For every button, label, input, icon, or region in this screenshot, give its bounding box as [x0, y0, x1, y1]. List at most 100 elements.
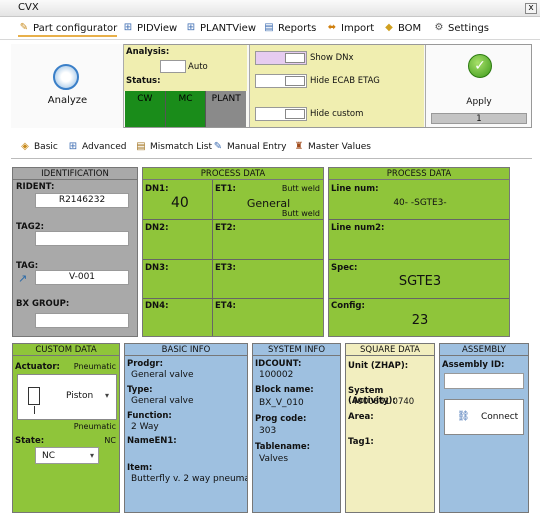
- menu-label: PIDView: [137, 22, 178, 34]
- bx-group-field[interactable]: [35, 313, 129, 328]
- line-num-label: Line num:: [331, 184, 379, 194]
- tag-label: TAG:: [16, 261, 39, 271]
- state-value: NC: [42, 451, 56, 461]
- process-data-panel-1: PROCESS DATA DN1: 40 ET1: Butt weld Gene…: [142, 167, 324, 337]
- prog-code-value[interactable]: 303: [259, 426, 277, 436]
- config-value[interactable]: 23: [411, 313, 429, 328]
- analysis-section: Analysis: Auto Status:: [124, 45, 247, 91]
- show-dnx-label: Show DNx: [310, 53, 354, 63]
- menu-label: Reports: [278, 22, 317, 34]
- spec-value[interactable]: SGTE3: [398, 274, 442, 289]
- type-value[interactable]: General valve: [131, 396, 194, 406]
- et4-label: ET4:: [215, 301, 236, 311]
- rident-label: RIDENT:: [16, 182, 55, 192]
- tag2-label: TAG2:: [16, 222, 45, 232]
- status-cw: CW: [125, 91, 166, 127]
- custom-data-panel: CUSTOM DATA Actuator: Pneumatic Piston ▾…: [12, 343, 120, 513]
- menu-plantview[interactable]: ⊞ PLANTView: [185, 22, 256, 34]
- list-icon: ▤: [136, 141, 146, 152]
- et1-top-value: Butt weld: [281, 184, 320, 193]
- block-name-label: Block name:: [255, 385, 314, 395]
- process-data-header: PROCESS DATA: [329, 168, 509, 180]
- prodgr-value[interactable]: General valve: [131, 370, 194, 380]
- state-label: State:: [15, 436, 45, 446]
- idcount-value[interactable]: 100002: [259, 370, 294, 380]
- tab-label: Master Values: [308, 142, 371, 152]
- tab-manual-entry[interactable]: ✎ Manual Entry: [212, 141, 287, 153]
- dn1-value[interactable]: 40: [171, 195, 189, 211]
- area-label: Area:: [348, 412, 374, 422]
- identification-panel: IDENTIFICATION RIDENT: R2146232 TAG2: TA…: [12, 167, 138, 337]
- hide-ecab-label: Hide ECAB ETAG: [310, 76, 380, 86]
- analyze-label: Analyze: [47, 95, 88, 106]
- assembly-panel: ASSEMBLY Assembly ID: ⛓ Connect: [439, 343, 529, 513]
- actuator-selector[interactable]: Piston ▾: [17, 374, 117, 420]
- status-plant: PLANT: [206, 91, 247, 127]
- assembly-id-label: Assembly ID:: [442, 360, 505, 370]
- et1-value[interactable]: General: [246, 197, 291, 210]
- connect-button[interactable]: ⛓ Connect: [444, 399, 524, 435]
- apply-count: 1: [431, 113, 527, 124]
- analysis-mode: Auto: [188, 62, 208, 72]
- state-dropdown[interactable]: NC ▾: [35, 447, 99, 464]
- menu-label: PLANTView: [200, 22, 256, 34]
- line-num-value[interactable]: 40- -SGTE3-: [393, 198, 447, 208]
- prodgr-label: Prodgr:: [127, 359, 164, 369]
- custom-data-header: CUSTOM DATA: [13, 344, 119, 356]
- function-label: Function:: [127, 411, 172, 421]
- tag-field[interactable]: V-001: [35, 270, 129, 285]
- tab-advanced[interactable]: ⊞ Advanced: [67, 141, 127, 153]
- hide-custom-toggle[interactable]: [255, 107, 307, 121]
- diagram-icon: ⊞: [123, 22, 133, 33]
- tab-label: Manual Entry: [227, 142, 287, 152]
- menu-label: Import: [341, 22, 375, 34]
- square-data-panel: SQUARE DATA Unit (ZHAP): System (Activit…: [345, 343, 435, 513]
- state-hint: NC: [104, 436, 116, 445]
- tablename-value[interactable]: Valves: [259, 454, 289, 464]
- item-value[interactable]: Butterfly v. 2 way pneumat: [131, 474, 247, 484]
- analysis-label: Analysis:: [126, 47, 170, 57]
- tag-icon: ◈: [21, 141, 29, 152]
- prog-code-label: Prog code:: [255, 414, 307, 424]
- rident-field[interactable]: R2146232: [35, 193, 129, 208]
- analyze-button[interactable]: Analyze: [11, 44, 124, 128]
- assembly-id-field[interactable]: [444, 373, 524, 389]
- menu-part-configurator[interactable]: ✎ Part configurator: [18, 22, 118, 37]
- menu-bom[interactable]: ◆ BOM: [383, 22, 421, 34]
- menu-reports[interactable]: ▤ Reports: [263, 22, 316, 34]
- tab-basic[interactable]: ◈ Basic: [19, 141, 58, 153]
- unit-label: Unit (ZHAP):: [348, 361, 409, 371]
- menu-settings[interactable]: ⚙ Settings: [433, 22, 490, 34]
- dn3-label: DN3:: [145, 263, 169, 273]
- system-activity-value[interactable]: 4000861 0740: [352, 397, 415, 407]
- plant-icon: ⊞: [186, 22, 196, 33]
- analysis-toggle[interactable]: [160, 60, 186, 73]
- tab-master-values[interactable]: ♜ Master Values: [293, 141, 371, 153]
- close-icon[interactable]: x: [525, 3, 537, 14]
- apply-button[interactable]: ✓ Apply 1: [425, 45, 531, 127]
- show-dnx-toggle[interactable]: [255, 51, 307, 65]
- nameen1-label: NameEN1:: [127, 436, 177, 446]
- block-name-value[interactable]: BX_V_010: [259, 398, 304, 408]
- bom-icon: ◆: [385, 22, 393, 33]
- menu-pidview[interactable]: ⊞ PIDView: [122, 22, 177, 34]
- tab-mismatch-list[interactable]: ▤ Mismatch List: [135, 141, 212, 153]
- share-icon[interactable]: ↗: [18, 272, 28, 285]
- tag2-field[interactable]: [35, 231, 129, 246]
- menu-label: BOM: [398, 22, 422, 34]
- report-icon: ▤: [264, 22, 274, 33]
- hide-ecab-toggle[interactable]: [255, 74, 307, 88]
- process-data-header: PROCESS DATA: [143, 168, 323, 180]
- apply-label: Apply: [466, 97, 492, 107]
- edit-icon: ✎: [213, 141, 223, 152]
- window-title-bar: CVX x: [0, 0, 540, 17]
- system-info-header: SYSTEM INFO: [253, 344, 340, 356]
- function-value[interactable]: 2 Way: [131, 422, 159, 432]
- actuator-top-value: Pneumatic: [73, 362, 116, 371]
- tab-label: Basic: [34, 142, 58, 152]
- chevron-down-icon: ▾: [89, 451, 94, 460]
- dn2-label: DN2:: [145, 223, 169, 233]
- menu-import[interactable]: ⬌ Import: [326, 22, 374, 34]
- status-label: Status:: [126, 76, 161, 86]
- actuator-label: Actuator:: [15, 362, 60, 372]
